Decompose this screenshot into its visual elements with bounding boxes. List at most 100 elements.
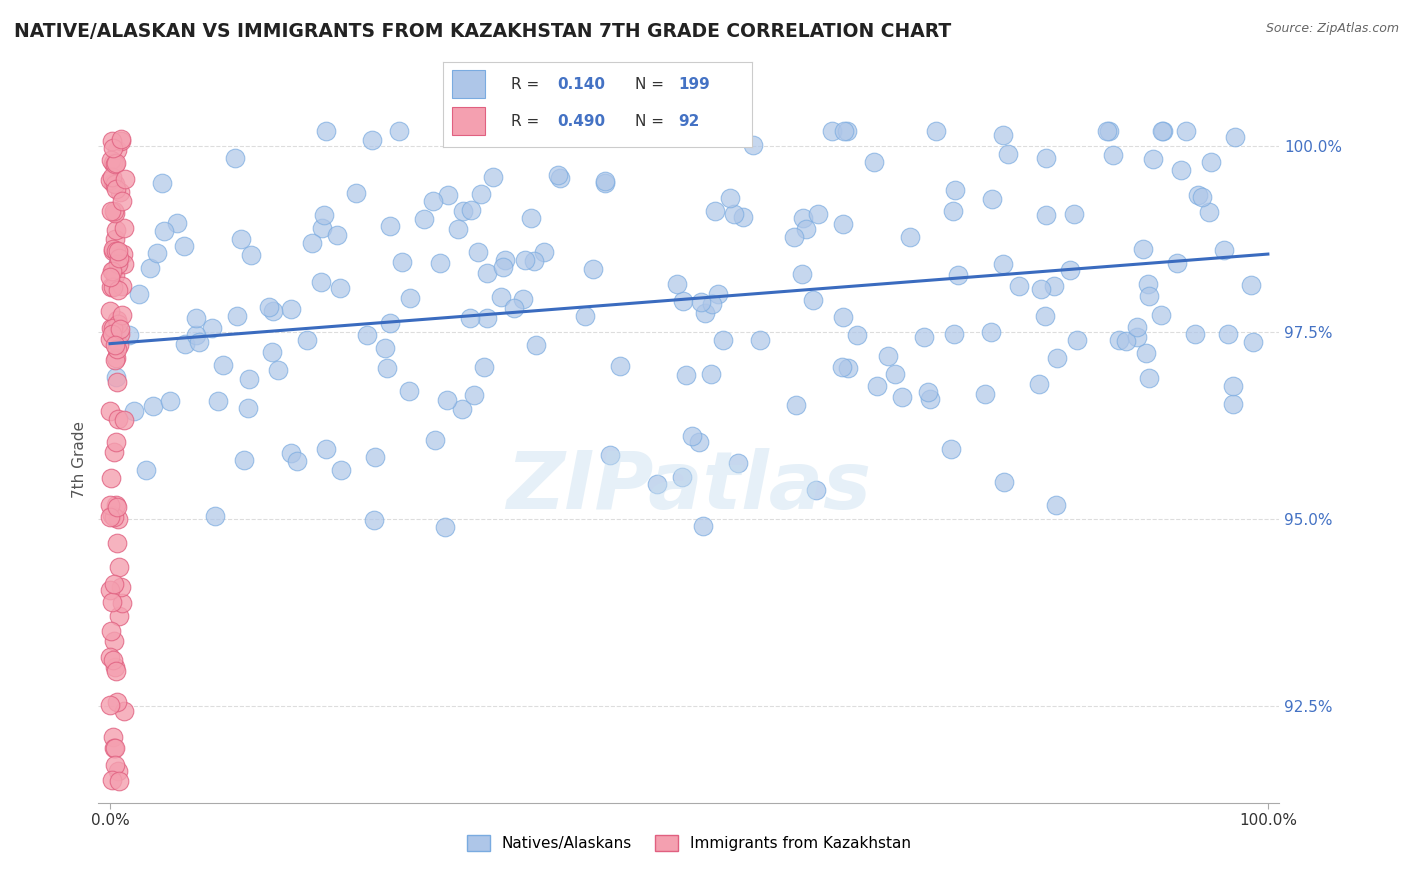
Point [152, 224, 174, 238]
Point [912, 330, 935, 344]
Point [104, 660, 127, 674]
Point [101, 326, 124, 341]
Point [108, 322, 131, 336]
Bar [453, 70, 485, 98]
Point [112, 257, 135, 271]
Point [212, 358, 235, 372]
Point [309, 275, 332, 289]
Point [980, 325, 1002, 339]
Point [238, 372, 260, 386]
Point [1216, 327, 1239, 342]
Point [943, 183, 966, 197]
Point [523, 254, 546, 268]
Bar [453, 107, 485, 136]
Point [494, 252, 516, 267]
Point [1166, 256, 1188, 270]
Point [112, 220, 135, 235]
Point [207, 393, 229, 408]
Point [100, 698, 122, 713]
Point [174, 337, 197, 351]
Point [671, 470, 693, 484]
Point [1066, 333, 1088, 347]
Point [1132, 242, 1154, 256]
Point [821, 124, 844, 138]
Point [1142, 152, 1164, 166]
Point [832, 310, 855, 324]
Point [98, 498, 121, 512]
Point [1028, 376, 1050, 391]
Text: NATIVE/ALASKAN VS IMMIGRANTS FROM KAZAKHSTAN 7TH GRADE CORRELATION CHART: NATIVE/ALASKAN VS IMMIGRANTS FROM KAZAKH… [14, 22, 952, 41]
Point [105, 351, 128, 366]
Text: N =: N = [634, 114, 668, 129]
Point [267, 362, 290, 376]
Point [704, 204, 727, 219]
Point [166, 216, 188, 230]
Point [101, 773, 124, 788]
Point [1240, 278, 1263, 293]
Point [111, 247, 134, 261]
Point [330, 463, 353, 477]
Point [991, 128, 1014, 143]
Point [627, 124, 650, 138]
Point [374, 341, 396, 355]
Point [101, 595, 124, 609]
Point [1198, 204, 1220, 219]
Point [107, 774, 129, 789]
Point [991, 257, 1014, 271]
Point [101, 263, 124, 277]
Point [804, 483, 827, 497]
Point [105, 342, 128, 356]
Point [1184, 326, 1206, 341]
Point [105, 370, 128, 384]
Point [1033, 309, 1056, 323]
Point [727, 456, 749, 470]
Point [1191, 190, 1213, 204]
Point [135, 463, 157, 477]
Point [1137, 288, 1160, 302]
Point [238, 401, 260, 416]
Point [1045, 499, 1067, 513]
Point [1150, 124, 1173, 138]
Point [104, 206, 127, 220]
Point [111, 194, 134, 208]
Point [103, 321, 125, 335]
Point [98, 332, 121, 346]
Point [326, 227, 349, 242]
Point [103, 577, 125, 591]
Point [681, 429, 703, 443]
Point [547, 168, 569, 182]
Point [1126, 330, 1149, 344]
Point [467, 244, 489, 259]
Point [491, 260, 513, 274]
Point [1175, 124, 1198, 138]
Point [891, 390, 914, 404]
Point [103, 653, 125, 667]
Point [877, 349, 900, 363]
Point [1187, 188, 1209, 202]
Point [100, 320, 122, 334]
Point [1008, 279, 1031, 293]
Point [344, 186, 367, 200]
Point [718, 191, 741, 205]
Point [312, 208, 335, 222]
Point [173, 238, 195, 252]
Point [503, 301, 526, 316]
Point [107, 412, 129, 426]
Point [105, 500, 128, 514]
Point [520, 211, 543, 226]
Point [98, 404, 121, 418]
Point [711, 333, 734, 347]
Point [104, 338, 127, 352]
Point [1098, 124, 1121, 138]
Point [101, 170, 124, 185]
Point [150, 177, 173, 191]
Point [599, 448, 621, 462]
Point [224, 151, 246, 165]
Text: R =: R = [510, 114, 544, 129]
Point [105, 155, 128, 169]
Point [512, 292, 534, 306]
Point [311, 221, 333, 235]
Point [100, 583, 122, 598]
Point [356, 327, 378, 342]
Point [460, 202, 482, 217]
